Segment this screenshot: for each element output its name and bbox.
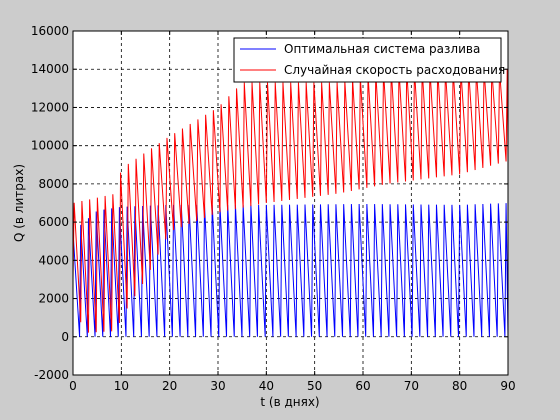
- x-tick-label: 20: [162, 379, 177, 393]
- x-tick-label: 90: [500, 379, 515, 393]
- x-tick-label: 80: [452, 379, 467, 393]
- plot-frame: [72, 30, 509, 376]
- y-tick-label: 12000: [31, 100, 69, 114]
- y-tick-label: 14000: [31, 62, 69, 76]
- y-tick-label: 4000: [38, 253, 69, 267]
- x-tick-label: 60: [355, 379, 370, 393]
- x-tick-label: 0: [69, 379, 77, 393]
- x-tick-label: 40: [259, 379, 274, 393]
- legend-label-series-2: Случайная скорость расходования: [284, 63, 505, 77]
- x-tick-label: 30: [210, 379, 225, 393]
- y-tick-label: 2000: [38, 292, 69, 306]
- x-tick-label: 70: [404, 379, 419, 393]
- x-tick-label: 50: [307, 379, 322, 393]
- y-tick-label: 10000: [31, 139, 69, 153]
- series-line-optimal: [72, 203, 509, 337]
- y-tick-label: 8000: [38, 177, 69, 191]
- y-axis-label: Q (в литрах): [12, 164, 26, 242]
- legend-box: [233, 37, 502, 83]
- y-tick-label: 6000: [38, 215, 69, 229]
- x-axis-label: t (в днях): [260, 395, 319, 409]
- x-tick-labels: 0 10 20 30 40 50 60 70 80 90: [69, 379, 515, 393]
- y-tick-labels: -2000 0 2000 4000 6000 8000 10000 12000 14000 160…: [31, 24, 69, 382]
- ticks: [72, 30, 509, 376]
- x-tick-label: 10: [114, 379, 129, 393]
- y-tick-label: 0: [61, 330, 69, 344]
- y-tick-label: -2000: [34, 368, 69, 382]
- legend: Оптимальная система разлива Случайная ск…: [233, 37, 505, 83]
- y-tick-label: 16000: [31, 24, 69, 38]
- legend-label-series-1: Оптимальная система разлива: [284, 42, 480, 56]
